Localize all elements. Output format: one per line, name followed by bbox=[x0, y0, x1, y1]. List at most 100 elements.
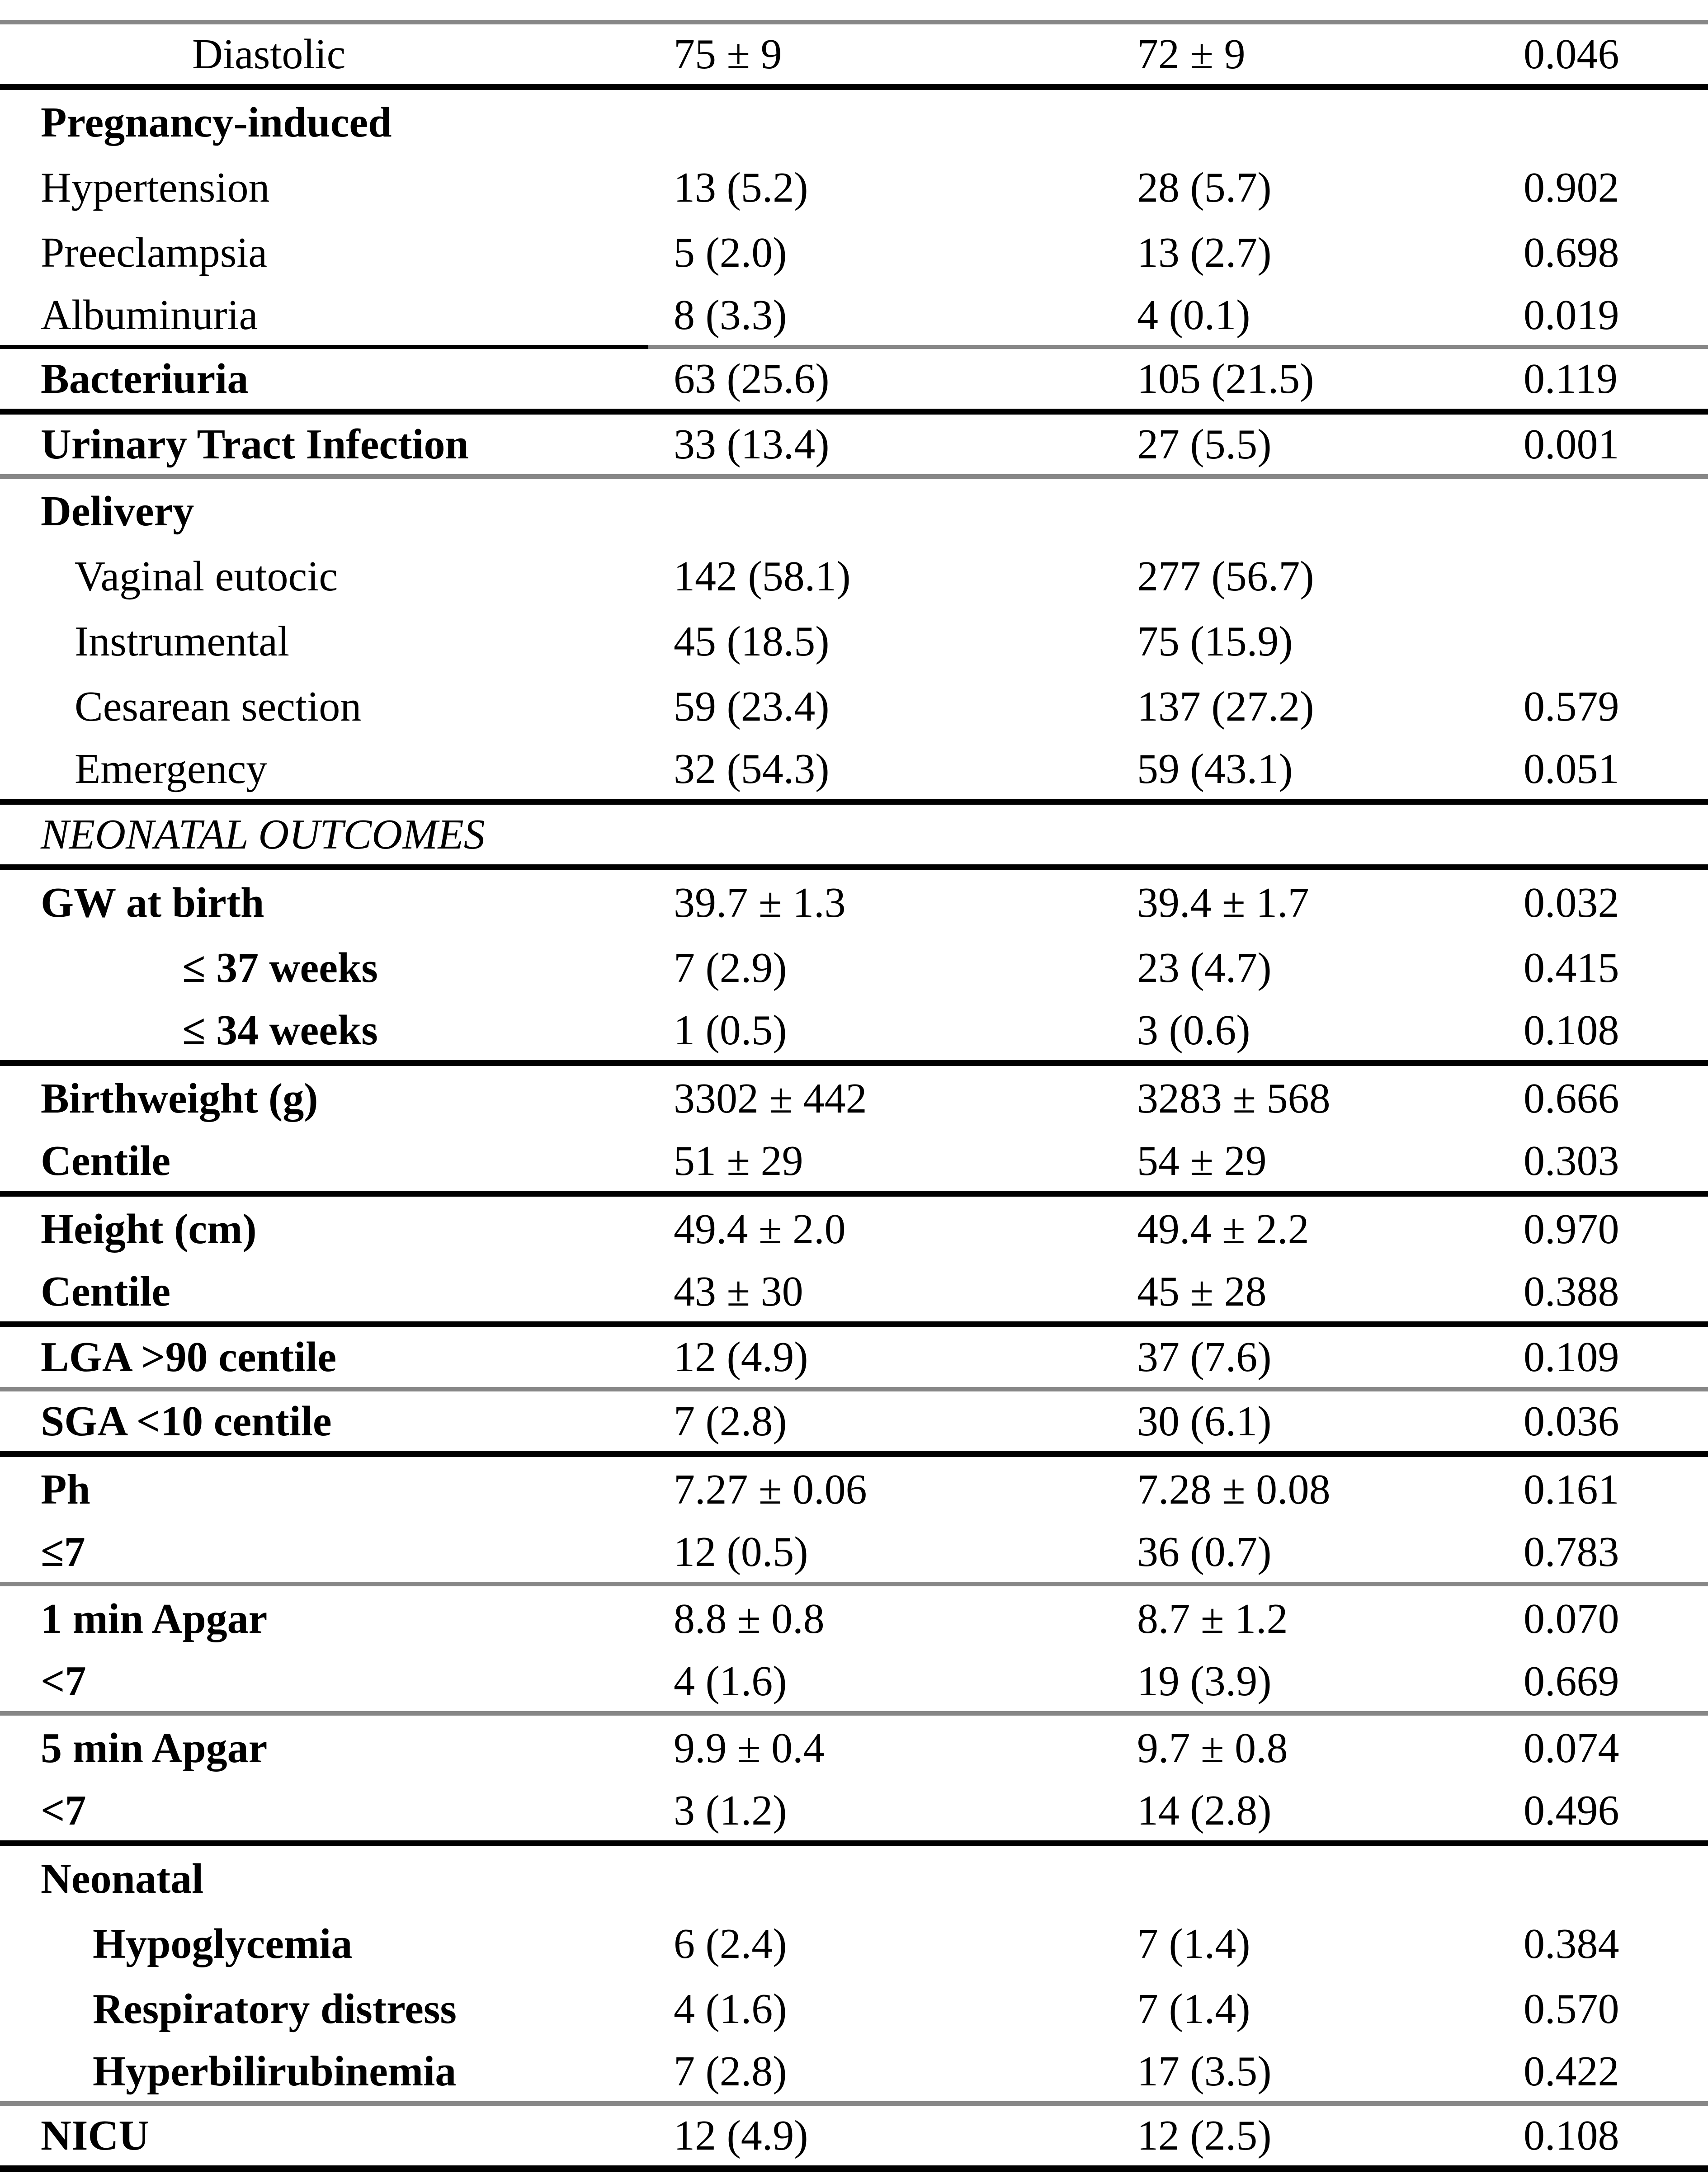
p-value: 0.388 bbox=[1524, 1268, 1619, 1315]
value-column-1: 12 (0.5) bbox=[674, 1528, 808, 1575]
row-label: Hyperbilirubinemia bbox=[93, 2048, 457, 2095]
value-column-2: 37 (7.6) bbox=[1137, 1334, 1272, 1381]
table-row: Pregnancy-induced bbox=[0, 90, 1708, 155]
value-column-1: 49.4 ± 2.0 bbox=[674, 1206, 846, 1253]
table-row: Vaginal eutocic 142 (58.1) 277 (56.7) bbox=[0, 544, 1708, 609]
row-label: NICU bbox=[41, 2112, 150, 2159]
p-value: 0.570 bbox=[1524, 1985, 1619, 2033]
value-column-2: 277 (56.7) bbox=[1137, 553, 1314, 600]
value-column-1: 59 (23.4) bbox=[674, 683, 830, 730]
p-value: 0.669 bbox=[1524, 1658, 1619, 1705]
section-rule-split bbox=[0, 345, 1708, 349]
row-label: Urinary Tract Infection bbox=[41, 421, 469, 468]
value-column-2: 7.28 ± 0.08 bbox=[1137, 1466, 1331, 1513]
value-column-1: 51 ± 29 bbox=[674, 1137, 803, 1184]
value-column-2: 7 (1.4) bbox=[1137, 1920, 1250, 1967]
p-value: 0.303 bbox=[1524, 1137, 1619, 1184]
row-label: Cesarean section bbox=[75, 683, 362, 730]
value-column-1: 12 (4.9) bbox=[674, 1334, 808, 1381]
value-column-1: 32 (54.3) bbox=[674, 745, 830, 792]
table-row: ≤ 34 weeks 1 (0.5) 3 (0.6) 0.108 bbox=[0, 1000, 1708, 1060]
value-column-1: 4 (1.6) bbox=[674, 1658, 787, 1705]
section-rule bbox=[0, 409, 1708, 415]
table-row: NEONATAL OUTCOMES bbox=[0, 805, 1708, 864]
p-value: 0.422 bbox=[1524, 2048, 1619, 2095]
table-row: Hypoglycemia 6 (2.4) 7 (1.4) 0.384 bbox=[0, 1911, 1708, 1976]
value-column-1: 4 (1.6) bbox=[674, 1985, 787, 2033]
value-column-2: 7 (1.4) bbox=[1137, 1985, 1250, 2033]
section-rule bbox=[0, 474, 1708, 479]
table-row: Emergency 32 (54.3) 59 (43.1) 0.051 bbox=[0, 739, 1708, 799]
value-column-2: 4 (0.1) bbox=[1137, 292, 1250, 339]
row-label: GW at birth bbox=[41, 879, 264, 926]
top-margin bbox=[0, 0, 1708, 20]
row-label: Delivery bbox=[41, 488, 194, 535]
section-rule bbox=[0, 1191, 1708, 1197]
table-row: SGA <10 centile 7 (2.8) 30 (6.1) 0.036 bbox=[0, 1391, 1708, 1451]
table-row: Bacteriuria 63 (25.6) 105 (21.5) 0.119 bbox=[0, 349, 1708, 409]
value-column-2: 3 (0.6) bbox=[1137, 1007, 1250, 1054]
value-column-2: 59 (43.1) bbox=[1137, 745, 1293, 792]
value-column-2: 30 (6.1) bbox=[1137, 1398, 1272, 1445]
p-value: 0.108 bbox=[1524, 2112, 1619, 2159]
p-value: 0.019 bbox=[1524, 292, 1619, 339]
value-column-1: 1 (0.5) bbox=[674, 1007, 787, 1054]
section-rule bbox=[0, 1840, 1708, 1846]
value-column-2: 28 (5.7) bbox=[1137, 164, 1272, 211]
row-label: Diastolic bbox=[192, 31, 346, 78]
value-column-2: 19 (3.9) bbox=[1137, 1658, 1272, 1705]
row-label: Hypoglycemia bbox=[93, 1920, 353, 1967]
row-label: <7 bbox=[41, 1658, 86, 1705]
row-label: Centile bbox=[41, 1137, 171, 1184]
row-label: 1 min Apgar bbox=[41, 1595, 268, 1642]
section-rule bbox=[0, 864, 1708, 870]
row-label: Height (cm) bbox=[41, 1206, 257, 1253]
table-row: Centile 43 ± 30 45 ± 28 0.388 bbox=[0, 1262, 1708, 1321]
p-value: 0.036 bbox=[1524, 1398, 1619, 1445]
table-row: ≤7 12 (0.5) 36 (0.7) 0.783 bbox=[0, 1522, 1708, 1582]
value-column-2: 8.7 ± 1.2 bbox=[1137, 1595, 1288, 1642]
value-column-1: 8 (3.3) bbox=[674, 292, 787, 339]
value-column-2: 17 (3.5) bbox=[1137, 2048, 1272, 2095]
row-label: LGA >90 centile bbox=[41, 1334, 337, 1381]
row-label: Hypertension bbox=[41, 164, 270, 211]
table-row: Centile 51 ± 29 54 ± 29 0.303 bbox=[0, 1131, 1708, 1191]
section-rule bbox=[0, 2101, 1708, 2106]
value-column-1: 7 (2.8) bbox=[674, 1398, 787, 1445]
p-value: 0.415 bbox=[1524, 944, 1619, 991]
p-value: 0.074 bbox=[1524, 1725, 1619, 1772]
row-label: <7 bbox=[41, 1787, 86, 1834]
row-label: Emergency bbox=[75, 745, 268, 792]
table-row: Respiratory distress 4 (1.6) 7 (1.4) 0.570 bbox=[0, 1976, 1708, 2042]
row-label: Respiratory distress bbox=[93, 1985, 457, 2033]
table-row: Diastolic 75 ± 9 72 ± 9 0.046 bbox=[0, 24, 1708, 84]
value-column-2: 36 (0.7) bbox=[1137, 1528, 1272, 1575]
row-label: Vaginal eutocic bbox=[75, 553, 338, 600]
table-bottom-rule bbox=[0, 2165, 1708, 2172]
row-label: Albuminuria bbox=[41, 292, 258, 339]
value-column-1: 33 (13.4) bbox=[674, 421, 830, 468]
row-label: Pregnancy-induced bbox=[41, 99, 392, 146]
row-label: Ph bbox=[41, 1466, 90, 1513]
value-column-1: 3302 ± 442 bbox=[674, 1075, 867, 1122]
table-row: Height (cm) 49.4 ± 2.0 49.4 ± 2.2 0.970 bbox=[0, 1197, 1708, 1262]
value-column-1: 45 (18.5) bbox=[674, 618, 830, 665]
section-rule bbox=[0, 1060, 1708, 1066]
row-label: Bacteriuria bbox=[41, 355, 249, 402]
table-row: Albuminuria 8 (3.3) 4 (0.1) 0.019 bbox=[0, 285, 1708, 345]
table-row: Hypertension 13 (5.2) 28 (5.7) 0.902 bbox=[0, 155, 1708, 220]
row-label: Birthweight (g) bbox=[41, 1075, 318, 1122]
p-value: 0.001 bbox=[1524, 421, 1619, 468]
table-row: <7 4 (1.6) 19 (3.9) 0.669 bbox=[0, 1651, 1708, 1711]
p-value: 0.698 bbox=[1524, 229, 1619, 276]
table-row: NICU 12 (4.9) 12 (2.5) 0.108 bbox=[0, 2106, 1708, 2165]
p-value: 0.384 bbox=[1524, 1920, 1619, 1967]
value-column-1: 9.9 ± 0.4 bbox=[674, 1725, 825, 1772]
row-label: 5 min Apgar bbox=[41, 1725, 268, 1772]
value-column-1: 12 (4.9) bbox=[674, 2112, 808, 2159]
table-row: Instrumental 45 (18.5) 75 (15.9) bbox=[0, 609, 1708, 674]
p-value: 0.783 bbox=[1524, 1528, 1619, 1575]
section-rule bbox=[0, 1451, 1708, 1457]
row-label: ≤7 bbox=[41, 1528, 85, 1575]
